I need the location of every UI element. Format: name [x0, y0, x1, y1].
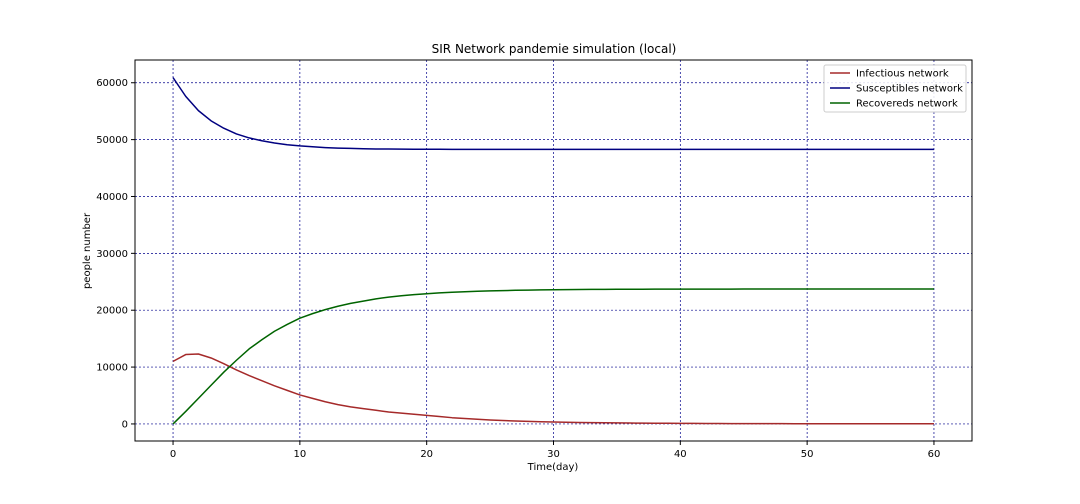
legend-box	[823, 64, 967, 113]
series-layer	[172, 77, 934, 425]
x-tick-label: 0	[170, 449, 176, 460]
series-line-recovereds-network	[172, 288, 934, 425]
x-tick-label: 30	[547, 449, 560, 460]
y-tick-label: 50000	[96, 135, 128, 146]
legend: Infectious network Susceptibles network Re…	[823, 64, 967, 113]
x-axis-ticks: 0 10 20 30 40 50 60	[170, 441, 940, 460]
x-tick-label: 50	[801, 449, 814, 460]
y-tick-label: 10000	[96, 363, 128, 374]
x-tick-label: 20	[420, 449, 433, 460]
x-axis-label: Time(day)	[527, 462, 579, 473]
chart-title: SIR Network pandemie simulation (local)	[432, 42, 677, 56]
y-tick-label: 60000	[96, 78, 128, 89]
y-tick-label: 30000	[96, 249, 128, 260]
legend-label-susceptibles-network: Susceptibles network	[856, 84, 963, 95]
x-tick-label: 10	[293, 449, 306, 460]
legend-label-recovereds-network: Recovereds network	[856, 99, 958, 110]
y-tick-label: 20000	[96, 306, 128, 317]
y-tick-label: 0	[122, 419, 128, 430]
x-tick-label: 40	[674, 449, 687, 460]
y-axis-ticks: 0 10000 20000 30000 40000 50000 60000	[96, 78, 135, 430]
y-tick-label: 40000	[96, 192, 128, 203]
legend-label-infectious-network: Infectious network	[856, 69, 949, 80]
series-line-infectious-network	[172, 353, 934, 425]
series-line-susceptibles-network	[172, 77, 934, 151]
y-axis-label: people number	[82, 212, 93, 289]
x-tick-label: 60	[928, 449, 941, 460]
